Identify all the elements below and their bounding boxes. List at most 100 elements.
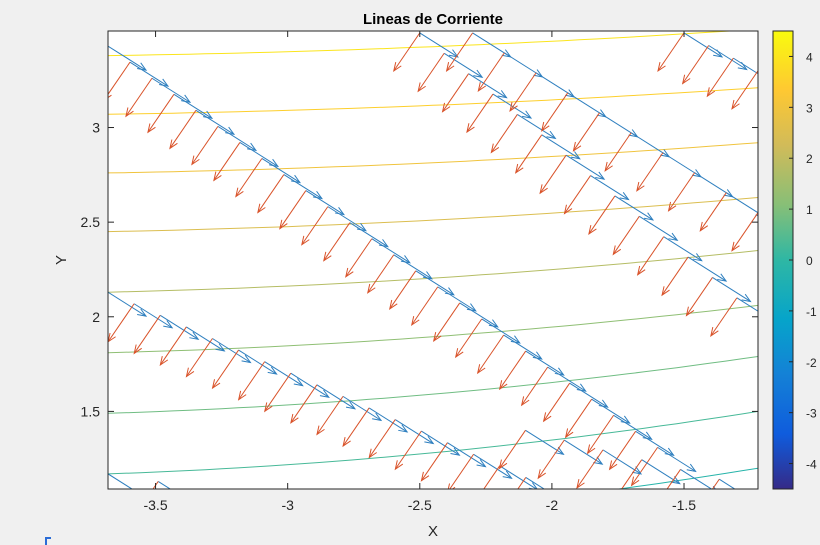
quiver-vector-red-6-3 — [617, 459, 643, 489]
quiver-vector-blue-1-6 — [565, 154, 606, 180]
quiver-vector-red-1-7 — [563, 175, 591, 215]
contour-line-6 — [108, 356, 758, 414]
corner-mark-icon — [45, 537, 51, 545]
quiver-vector-red-0-16 — [432, 302, 461, 343]
chart-title: Lineas de Corriente — [363, 11, 503, 28]
quiver-vector-red-0-6 — [213, 142, 241, 182]
quiver-vector-red-4-12 — [394, 430, 422, 471]
y-tick-label: 2 — [92, 309, 100, 325]
colorbar-tick-label: -1 — [806, 305, 817, 319]
quiver-vector-blue-4-2 — [159, 314, 200, 341]
quiver-vector-red-0-7 — [235, 158, 263, 198]
quiver-vector-blue-4-11 — [394, 419, 435, 445]
quiver-vector-red-6-4 — [666, 469, 681, 489]
quiver-vector-red-0-3 — [147, 94, 175, 134]
quiver-vector-red-2-2 — [509, 72, 537, 112]
y-tick-label: 3 — [92, 120, 100, 136]
quiver-vector-red-2-0 — [445, 32, 474, 73]
quiver-vector-blue-4-13 — [447, 442, 487, 468]
quiver-vector-blue-4-8 — [316, 384, 357, 410]
colorbar-tick-label: 4 — [806, 50, 813, 64]
x-tick-label: -1.5 — [672, 497, 696, 513]
quiver-vector-red-0-18 — [476, 334, 505, 375]
quiver-vector-red-2-6 — [636, 152, 664, 192]
quiver-vector-red-3-1 — [681, 45, 710, 85]
quiver-vector-blue-4-10 — [368, 407, 409, 433]
quiver-vector-blue-1-1 — [443, 52, 484, 78]
quiver-vector-red-0-21 — [542, 382, 571, 423]
quiver-vector-red-0-9 — [279, 190, 307, 230]
quiver-vector-red-1-13 — [710, 297, 738, 337]
quiver-vector-red-1-10 — [636, 236, 665, 276]
quiver-vector-blue-4-0 — [108, 291, 148, 317]
quiver-vector-blue-6-5 — [718, 478, 736, 489]
quiver-vector-blue-4-3 — [186, 326, 226, 352]
quiver-vector-blue-5-1 — [157, 481, 172, 489]
colorbar-tick-label: 2 — [806, 152, 813, 166]
quiver-vector-blue-4-6 — [264, 361, 304, 387]
contour-line-0 — [108, 31, 738, 57]
quiver-vector-blue-1-13 — [736, 297, 758, 312]
quiver-vector-red-4-6 — [237, 361, 266, 401]
quiver-vector-blue-1-2 — [468, 73, 508, 99]
quiver-vector-red-3-3 — [731, 70, 758, 110]
quiver-vector-red-0-23 — [586, 414, 615, 455]
quiver-vector-red-2-1 — [477, 52, 505, 92]
quiver-vector-red-1-2 — [441, 73, 469, 113]
quiver-vector-blue-5-0 — [108, 473, 133, 489]
quiver-vector-red-4-13 — [420, 442, 448, 482]
y-axis: 1.5 2 2.5 3 — [81, 120, 758, 419]
quiver-vector-red-1-11 — [661, 256, 689, 297]
quiver-vector-red-5-0 — [108, 473, 109, 475]
quiver-vector-red-0-5 — [191, 126, 219, 166]
contour-line-8 — [615, 467, 758, 489]
quiver-vector-red-4-8 — [290, 384, 318, 424]
quiver-vector-red-4-7 — [264, 372, 292, 413]
quiver-vector-red-0-14 — [389, 270, 417, 310]
axes-background — [108, 31, 758, 489]
quiver-vector-red-0-19 — [498, 350, 527, 391]
colorbar-tick-label: 3 — [806, 101, 813, 115]
x-tick-label: -2 — [546, 497, 559, 513]
colorbar-tick-label: 1 — [806, 203, 813, 217]
quiver-vector-red-3-2 — [706, 57, 734, 98]
x-axis: -3.5 -3 -2.5 -2 -1.5 — [143, 31, 696, 513]
quiver-vector-red-4-4 — [185, 338, 213, 378]
quiver-vector-blue-1-12 — [712, 277, 752, 303]
x-axis-label: X — [428, 523, 438, 540]
quiver-vector-red-2-5 — [604, 132, 632, 172]
quiver-vector-red-0-15 — [410, 286, 439, 326]
quiver-vector-red-0-2 — [125, 77, 153, 118]
contour-line-2 — [108, 142, 758, 174]
y-tick-label: 1.5 — [81, 403, 101, 419]
quiver-vector-red-1-3 — [466, 93, 494, 134]
colorbar-tick-label: -4 — [806, 458, 817, 472]
quiver-vector-blue-1-5 — [541, 134, 581, 160]
quiver-vector-blue-4-4 — [212, 338, 252, 364]
quiver-vector-red-2-7 — [667, 172, 695, 212]
x-tick-label: -3.5 — [143, 497, 167, 513]
quiver-vector-blue-1-11 — [687, 256, 728, 282]
quiver-vector-blue-4-14 — [473, 453, 513, 479]
quiver-vector-red-0-0 — [108, 46, 109, 48]
quiver-vector-blue-4-12 — [421, 430, 461, 456]
quiver-arrows — [108, 32, 796, 513]
x-tick-label: -3 — [281, 497, 294, 513]
quiver-vector-red-4-16 — [517, 477, 527, 489]
quiver-vector-red-2-4 — [572, 112, 600, 152]
quiver-vector-red-1-1 — [417, 52, 445, 93]
quiver-vector-blue-6-6 — [758, 489, 796, 513]
quiver-vector-red-0-13 — [367, 254, 395, 294]
quiver-vector-red-1-9 — [612, 216, 640, 256]
quiver-vector-red-1-8 — [588, 195, 616, 236]
quiver-vector-red-4-9 — [316, 396, 344, 436]
quiver-vector-red-0-11 — [323, 222, 351, 262]
quiver-vector-red-4-15 — [483, 465, 501, 489]
contour-line-3 — [108, 197, 758, 233]
quiver-vector-red-4-2 — [133, 315, 161, 355]
colorbar-tick-label: -2 — [806, 356, 817, 370]
quiver-vector-red-0-22 — [564, 398, 593, 439]
quiver-vector-red-6-0 — [498, 430, 526, 470]
contour-lines — [108, 31, 758, 489]
